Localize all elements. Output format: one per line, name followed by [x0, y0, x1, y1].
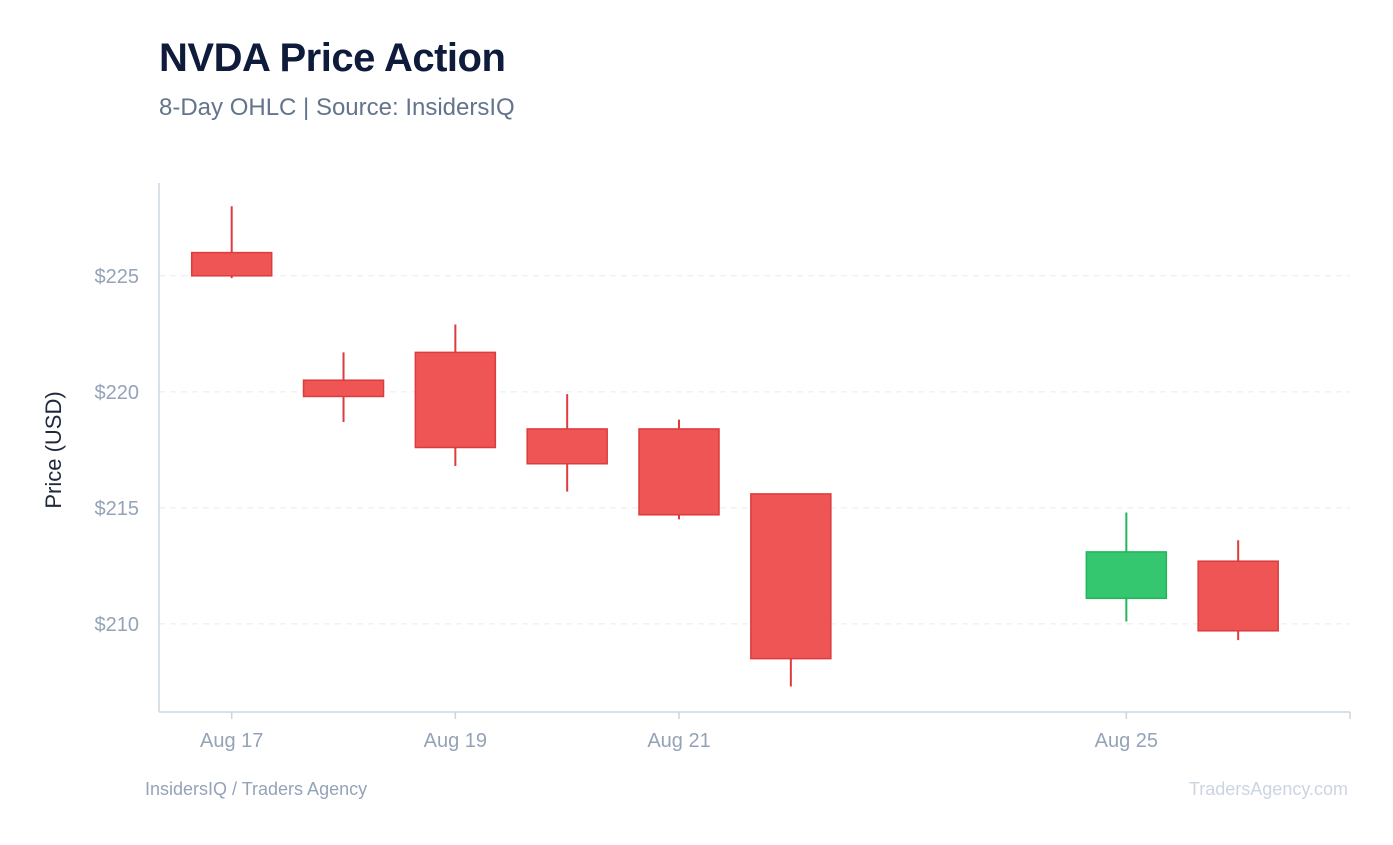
candle-aug-18 [302, 352, 385, 422]
candle-aug-17 [190, 206, 273, 279]
candle-aug-20 [526, 394, 608, 492]
y-axis-ticks: $210 $215 $220 $225 [95, 266, 140, 636]
x-axis-ticks: Aug 17 Aug 19 Aug 21 Aug 25 [200, 712, 1351, 752]
candle-body [190, 251, 273, 277]
footer-site: TradersAgency.com [1188, 779, 1348, 799]
x-tick-label: Aug 25 [1095, 730, 1158, 752]
x-tick-label: Aug 17 [200, 730, 263, 752]
y-tick-label: $220 [95, 382, 140, 404]
candle-body [526, 428, 608, 465]
x-tick-label: Aug 19 [424, 730, 487, 752]
candle-body [302, 379, 385, 398]
y-tick-label: $210 [95, 614, 140, 636]
chart-title: NVDA Price Action [159, 36, 506, 80]
candle-aug-25 [1085, 512, 1168, 622]
candle-body [1197, 560, 1279, 632]
candle-aug-21 [638, 419, 720, 520]
y-tick-label: $215 [95, 498, 140, 520]
candle-aug-19 [414, 324, 497, 467]
candle-aug-26 [1197, 540, 1279, 641]
chart-subtitle: 8-Day OHLC | Source: InsidersIQ [159, 94, 515, 121]
candle-body [1085, 551, 1168, 600]
candle-body [638, 428, 720, 516]
footer-attribution: InsidersIQ / Traders Agency [145, 779, 368, 799]
candle-aug-22 [750, 493, 832, 687]
y-axis-title: Price (USD) [41, 391, 66, 508]
candle-body [414, 351, 497, 449]
y-tick-label: $225 [95, 266, 140, 288]
candles [190, 206, 1279, 687]
x-tick-label: Aug 21 [647, 730, 710, 752]
candle-body [750, 493, 832, 660]
